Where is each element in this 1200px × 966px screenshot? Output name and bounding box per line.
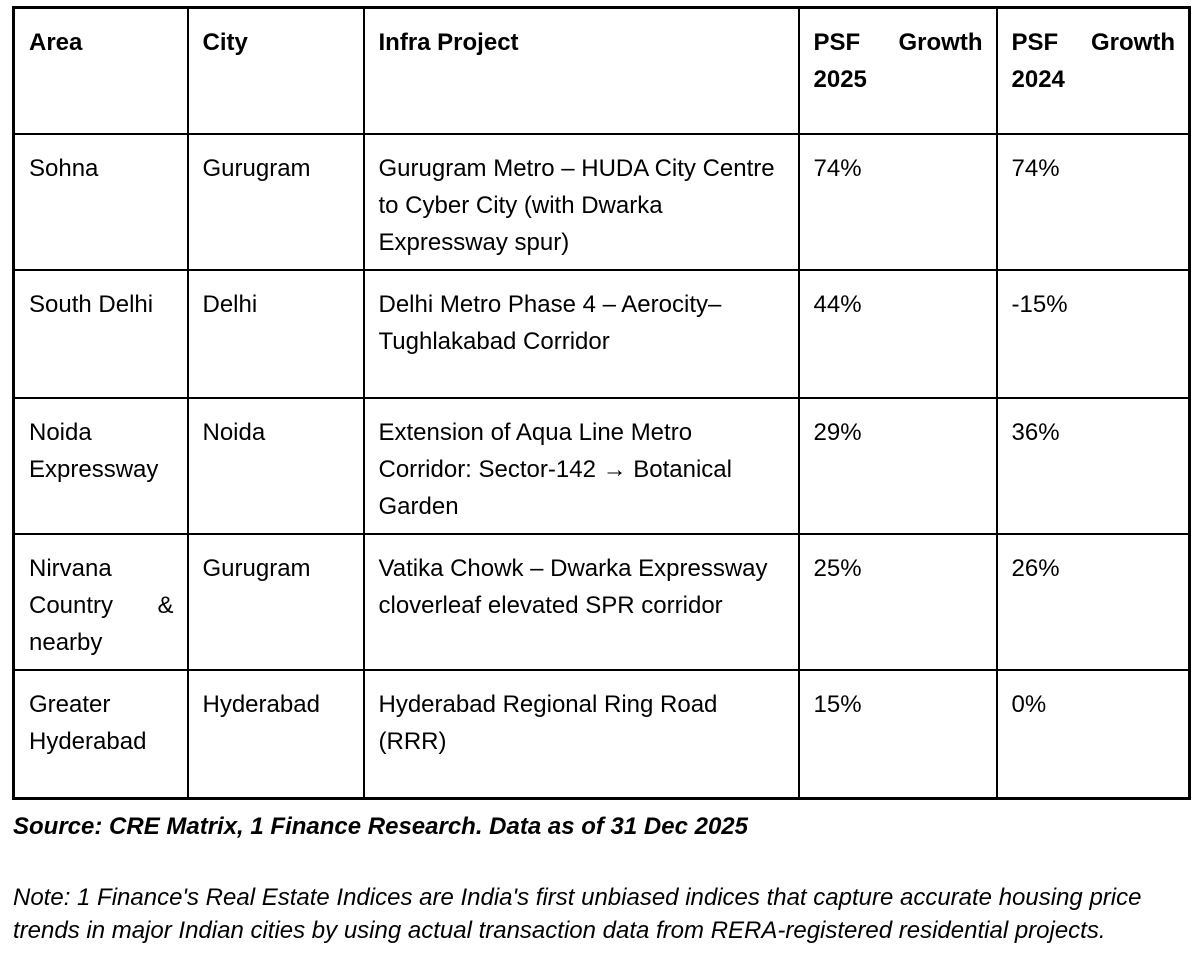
psf-growth-2024-cell: 36%: [995, 396, 1191, 535]
area-cell: Greater Hyderabad: [12, 668, 189, 800]
infra-project-cell: Gurugram Metro – HUDA City Centre to Cyb…: [362, 132, 800, 271]
psf-growth-2024-cell: -15%: [995, 268, 1191, 399]
area-cell: Sohna: [12, 132, 189, 271]
table-row: Noida Expressway Noida Extension of Aqua L…: [12, 396, 1191, 535]
city-cell: Noida: [186, 396, 365, 535]
infra-project-cell: Extension of Aqua Line Metro Corridor: S…: [362, 396, 800, 535]
psf-growth-2025-cell: 44%: [797, 268, 998, 399]
area-cell: Nirvana Country & nearby: [12, 532, 189, 671]
header-row: Area City Infra Project PSF Growth 2025 PSF …: [12, 6, 1191, 135]
table-row: South Delhi Delhi Delhi Metro Phase 4 – Ae…: [12, 268, 1191, 399]
psf-growth-2025-cell: 25%: [797, 532, 998, 671]
table-body: Sohna Gurugram Gurugram Metro – HUDA City …: [12, 132, 1191, 800]
city-cell: Gurugram: [186, 532, 365, 671]
column-header-area: Area: [12, 6, 189, 135]
psf-growth-2024-cell: 0%: [995, 668, 1191, 800]
table-row: Nirvana Country & nearby Gurugram Vatika C…: [12, 532, 1191, 671]
city-cell: Hyderabad: [186, 668, 365, 800]
city-cell: Delhi: [186, 268, 365, 399]
psf-growth-2025-cell: 74%: [797, 132, 998, 271]
column-header-city: City: [186, 6, 365, 135]
psf-growth-2024-cell: 26%: [995, 532, 1191, 671]
column-header-psf_growth_2025: PSF Growth 2025: [797, 6, 998, 135]
psf-growth-2024-cell: 74%: [995, 132, 1191, 271]
area-cell: South Delhi: [12, 268, 189, 399]
psf-growth-table: Area City Infra Project PSF Growth 2025 PSF …: [12, 6, 1191, 800]
infra-project-cell: Hyderabad Regional Ring Road (RRR): [362, 668, 800, 800]
table-row: Sohna Gurugram Gurugram Metro – HUDA City …: [12, 132, 1191, 271]
source-line: Source: CRE Matrix, 1 Finance Research. …: [13, 813, 748, 840]
area-cell: Noida Expressway: [12, 396, 189, 535]
note-paragraph: Note: 1 Finance's Real Estate Indices ar…: [13, 884, 1142, 944]
psf-growth-2025-cell: 29%: [797, 396, 998, 535]
infra-project-cell: Delhi Metro Phase 4 – Aerocity–Tughlakab…: [362, 268, 800, 399]
city-cell: Gurugram: [186, 132, 365, 271]
infra-project-cell: Vatika Chowk – Dwarka Expressway cloverl…: [362, 532, 800, 671]
psf-growth-2025-cell: 15%: [797, 668, 998, 800]
column-header-infra_project: Infra Project: [362, 6, 800, 135]
column-header-psf_growth_2024: PSF Growth 2024: [995, 6, 1191, 135]
table-row: Greater Hyderabad Hyderabad Hyderabad Regi…: [12, 668, 1191, 800]
